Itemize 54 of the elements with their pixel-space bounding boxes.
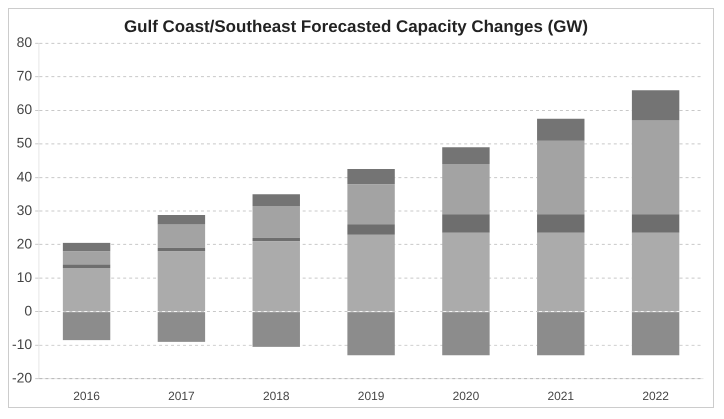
y-tick-label: 40 [16,168,32,184]
bar [158,215,206,224]
y-tick-label: 60 [16,101,32,118]
y-tick-label: -20 [12,370,32,386]
bar [347,224,395,234]
bar [252,241,300,312]
bar [347,312,395,356]
bar [632,312,680,356]
y-tick-label: 50 [16,134,32,151]
x-tick-label: 2016 [73,389,100,404]
chart-title: Gulf Coast/Southeast Forecasted Capacity Changes (GW) [124,16,588,36]
bar [347,184,395,224]
x-tick-label: 2019 [358,389,385,404]
bar [252,312,300,347]
bar [347,169,395,184]
bar [62,312,110,340]
x-tick-label: 2020 [452,389,480,404]
bar [632,120,680,214]
bar [632,232,680,312]
bar [632,90,680,120]
bar [442,214,490,233]
bar [537,232,584,312]
bar [252,238,300,242]
bar [62,264,110,268]
x-tick-label: 2021 [547,389,574,404]
bar [158,224,206,248]
bar [158,251,206,312]
y-tick-label: 80 [16,34,32,50]
bar [62,242,110,252]
bar [158,312,206,342]
y-tick-label: 20 [16,235,32,252]
bar [62,251,110,265]
y-tick-label: -10 [12,336,32,352]
y-tick-label: 70 [16,68,32,84]
y-tick-label: 10 [16,268,32,285]
x-tick-label: 2017 [168,389,196,404]
bar [252,206,300,238]
y-tick-label: 0 [24,302,32,318]
bar [442,232,490,312]
bar [62,268,110,312]
bar [442,164,490,214]
x-tick-label: 2018 [262,389,290,404]
y-tick-label: 30 [16,202,32,218]
bar [537,140,584,214]
bar [537,214,584,233]
bar [158,248,206,252]
bar [537,312,584,356]
bar [442,147,490,164]
bar [252,194,300,206]
bar [632,214,680,233]
bar [537,118,584,141]
bar [347,234,395,312]
bar [442,312,490,356]
x-tick-label: 2022 [642,389,670,404]
